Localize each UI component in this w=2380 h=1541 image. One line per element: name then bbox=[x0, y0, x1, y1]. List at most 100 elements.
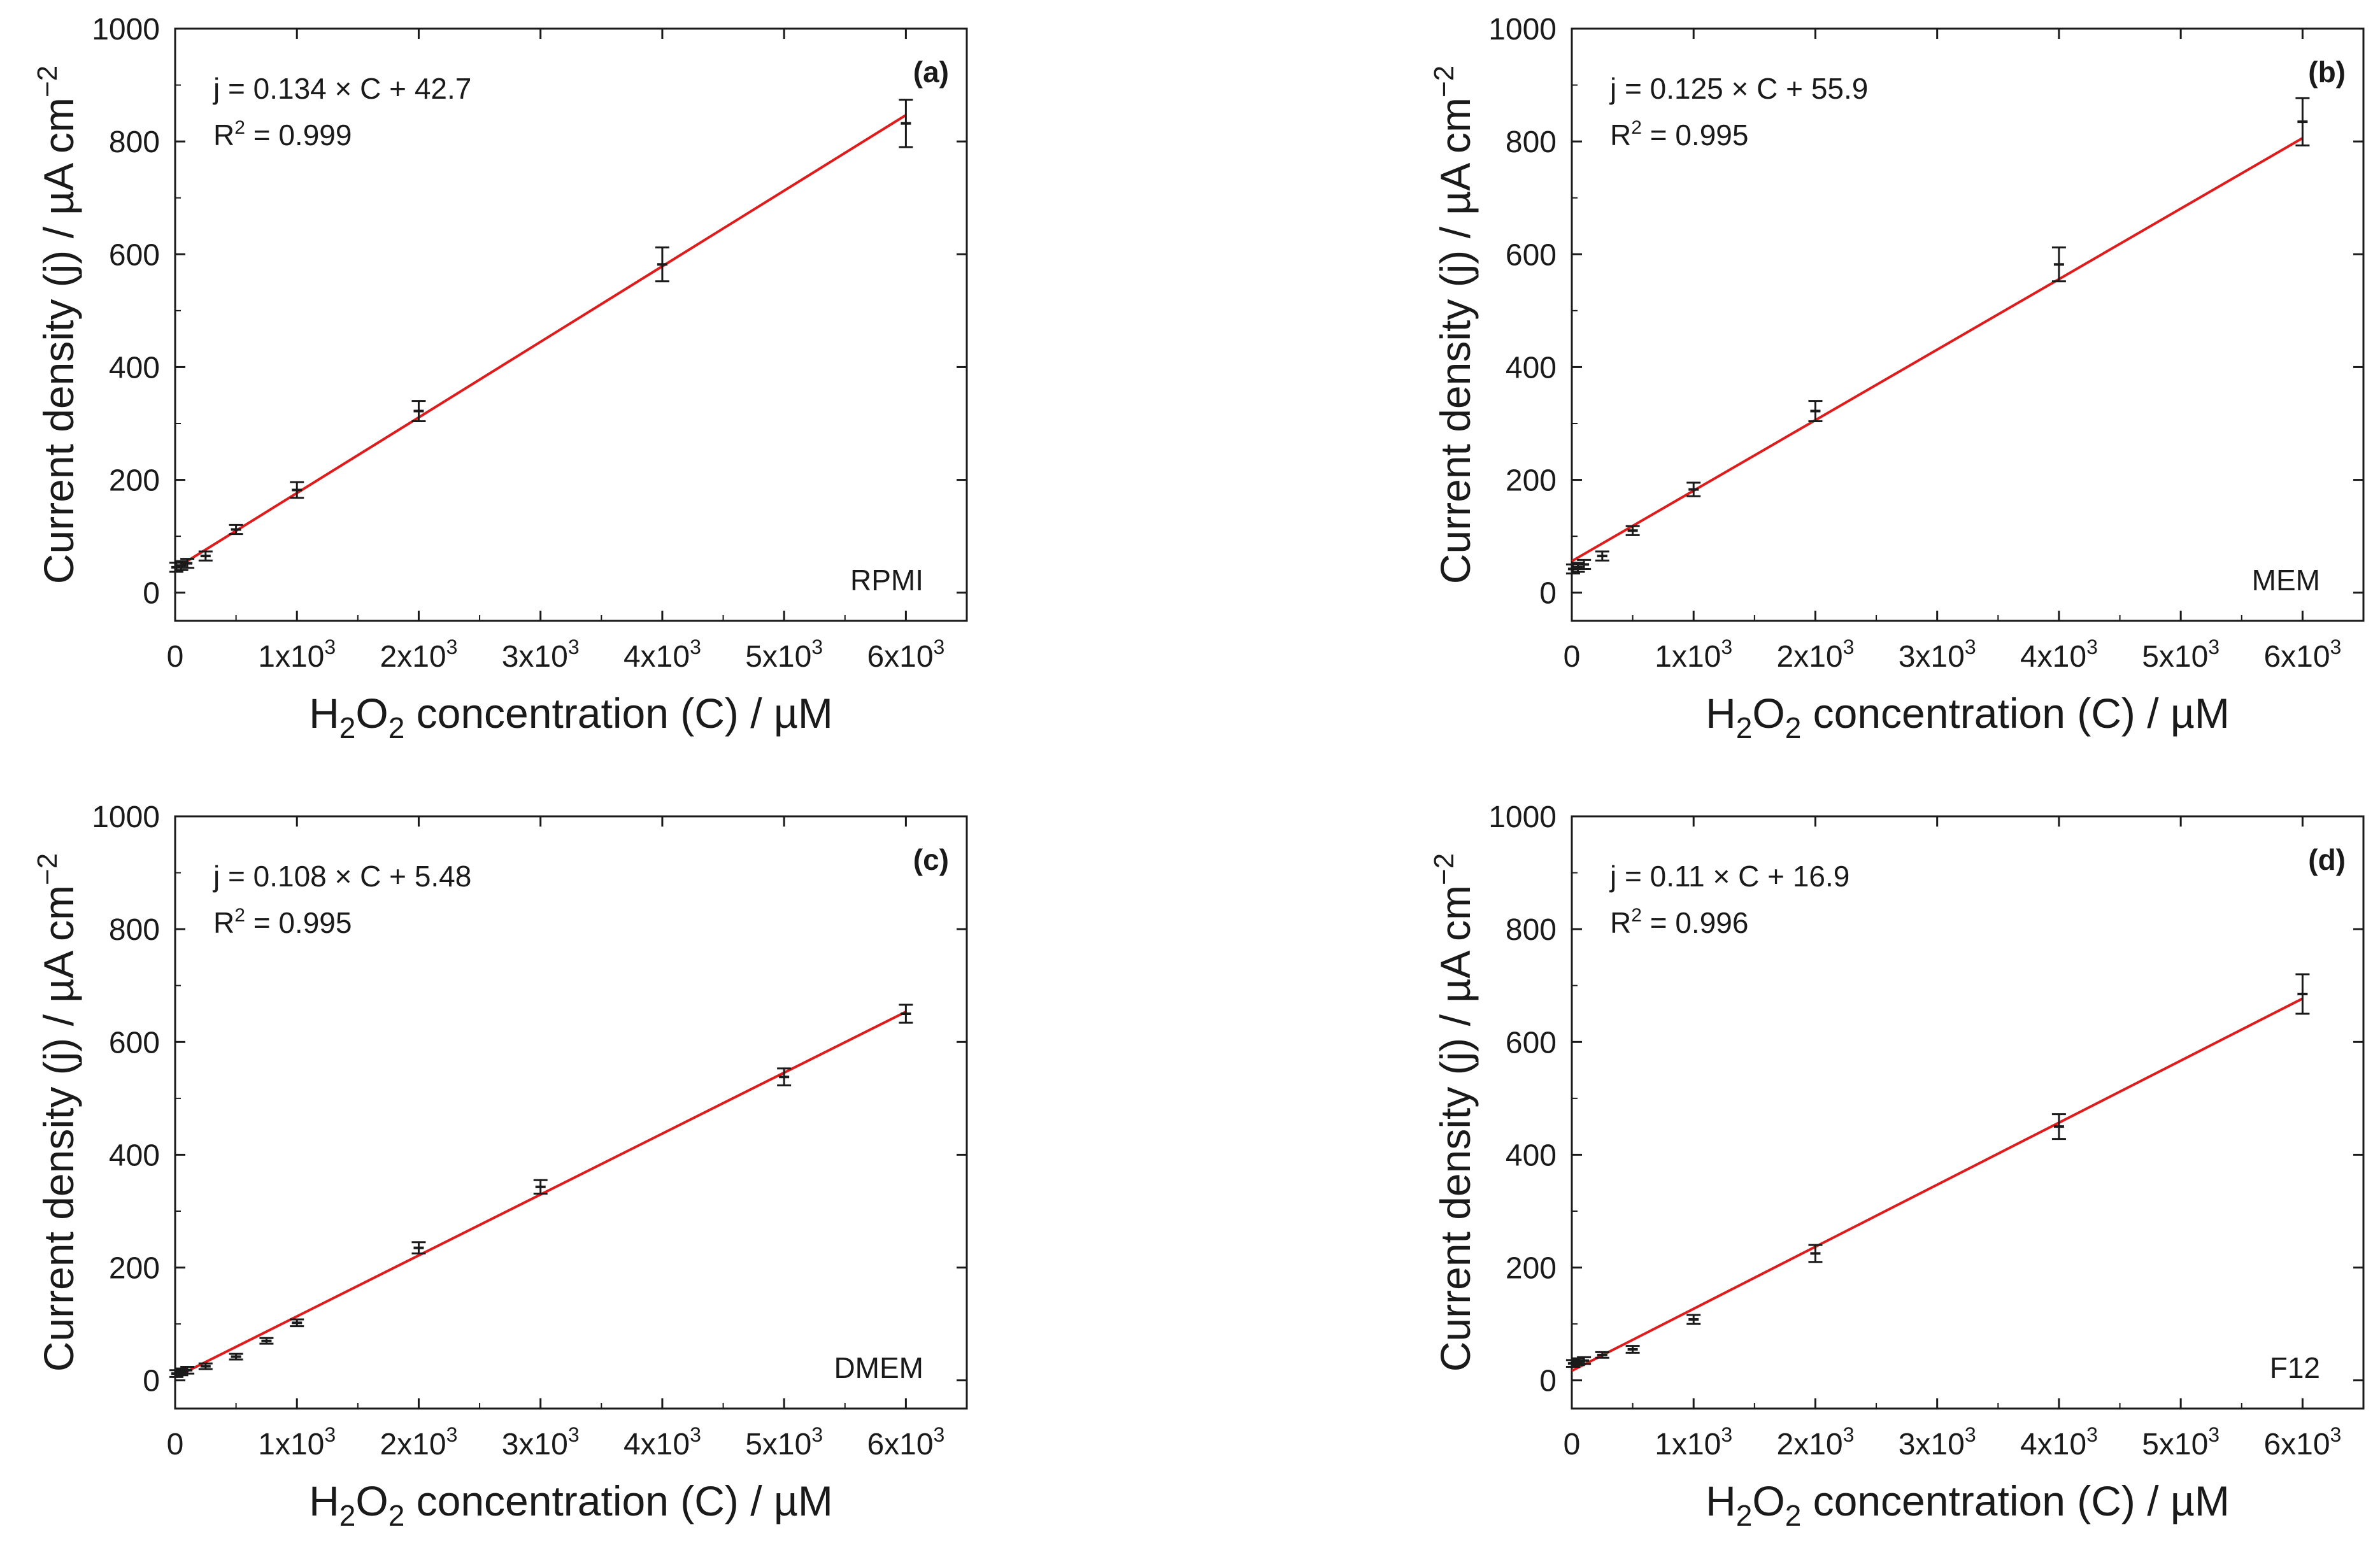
x-axis-title-subscript: 2 bbox=[388, 1499, 405, 1532]
x-tick-label: 1x103 bbox=[258, 636, 336, 674]
y-axis-title-exponent: −2 bbox=[32, 66, 63, 97]
panel-label: (b) bbox=[2308, 55, 2346, 89]
x-axis-title-part: O bbox=[355, 690, 388, 737]
x-tick-exponent: 3 bbox=[2208, 1423, 2220, 1446]
r-squared: R2 = 0.996 bbox=[1610, 905, 1748, 939]
r-squared-label: R bbox=[1610, 906, 1631, 939]
x-tick-label: 5x103 bbox=[745, 636, 823, 674]
chart-panel-a: 0 1x103 2x103 3x103 4x103 5x103 6x103020040060… bbox=[32, 13, 968, 744]
r-squared-label: R bbox=[1610, 118, 1631, 152]
fit-equation: j = 0.125 × C + 55.9 bbox=[1609, 72, 1868, 105]
x-tick-label: 3x103 bbox=[1899, 1423, 1976, 1461]
y-axis-title-exponent: −2 bbox=[32, 853, 63, 885]
x-tick-label: 2x103 bbox=[1777, 1423, 1855, 1461]
x-tick-label: 6x103 bbox=[2263, 1423, 2341, 1461]
y-tick-label: 600 bbox=[109, 238, 160, 272]
fit-equation: j = 0.134 × C + 42.7 bbox=[212, 72, 471, 105]
x-tick-exponent: 3 bbox=[1965, 636, 1976, 658]
y-axis-title: Current density (j) / µA cm−2 bbox=[1429, 853, 1479, 1372]
plot-frame bbox=[1571, 815, 2365, 1410]
x-tick-label: 0 bbox=[167, 640, 184, 674]
fit-line bbox=[1571, 997, 2304, 1372]
x-tick-label: 4x103 bbox=[624, 636, 701, 674]
x-tick-exponent: 3 bbox=[690, 1423, 701, 1446]
plot-frame bbox=[1571, 27, 2365, 622]
y-tick-label: 1000 bbox=[1488, 800, 1557, 834]
chart-panel-d: 0 1x103 2x103 3x103 4x103 5x103 6x103020040060… bbox=[1429, 800, 2365, 1532]
plot-frame bbox=[174, 27, 968, 622]
x-tick-label: 4x103 bbox=[624, 1423, 701, 1461]
x-tick-base: 1x10 bbox=[1655, 1428, 1721, 1461]
plot-frame bbox=[174, 815, 968, 1410]
x-tick-exponent: 3 bbox=[2208, 636, 2220, 658]
x-axis-title: H2O2 concentration (C) / µM bbox=[1706, 690, 2230, 744]
x-tick-exponent: 3 bbox=[324, 636, 336, 658]
x-tick-base: 0 bbox=[167, 640, 184, 674]
x-tick-base: 3x10 bbox=[502, 1428, 568, 1461]
x-axis-title-subscript: 2 bbox=[1785, 711, 1802, 744]
x-tick-base: 4x10 bbox=[2020, 1428, 2086, 1461]
y-tick-label: 1000 bbox=[92, 800, 160, 834]
x-tick-label: 2x103 bbox=[1777, 636, 1855, 674]
x-tick-base: 5x10 bbox=[745, 1428, 811, 1461]
r-squared-exponent: 2 bbox=[1631, 117, 1642, 138]
x-tick-exponent: 3 bbox=[1721, 636, 1732, 658]
x-tick-exponent: 3 bbox=[811, 1423, 823, 1446]
x-tick-exponent: 3 bbox=[934, 636, 945, 658]
y-tick-label: 400 bbox=[1506, 351, 1557, 385]
y-tick-label: 0 bbox=[143, 1365, 160, 1398]
y-tick-label: 800 bbox=[1506, 125, 1557, 159]
x-tick-label: 5x103 bbox=[2142, 636, 2220, 674]
r-squared-exponent: 2 bbox=[234, 905, 245, 926]
y-tick-label: 800 bbox=[109, 125, 160, 159]
x-tick-exponent: 3 bbox=[2086, 636, 2098, 658]
r-squared: R2 = 0.999 bbox=[213, 117, 352, 152]
x-axis-title-part: concentration (C) / µM bbox=[1801, 1477, 2230, 1524]
x-axis-title-part: concentration (C) / µM bbox=[404, 690, 833, 737]
x-tick-exponent: 3 bbox=[1843, 1423, 1855, 1446]
x-tick-exponent: 3 bbox=[2330, 636, 2342, 658]
x-axis-title-part: H bbox=[309, 1477, 339, 1524]
r-squared-label: R bbox=[213, 118, 234, 152]
panel-label: (d) bbox=[2308, 843, 2346, 876]
r-squared-value: = 0.995 bbox=[245, 906, 352, 939]
x-axis-title-part: concentration (C) / µM bbox=[404, 1477, 833, 1524]
x-tick-label: 6x103 bbox=[2263, 636, 2341, 674]
medium-label: RPMI bbox=[850, 564, 923, 597]
y-axis-title-exponent: −2 bbox=[1429, 853, 1460, 885]
x-tick-base: 1x10 bbox=[258, 640, 324, 674]
y-tick-label: 0 bbox=[1539, 577, 1557, 611]
x-tick-base: 2x10 bbox=[1777, 1428, 1843, 1461]
x-tick-base: 2x10 bbox=[380, 640, 446, 674]
x-tick-base: 3x10 bbox=[1899, 640, 1965, 674]
x-tick-exponent: 3 bbox=[568, 636, 580, 658]
x-tick-label: 2x103 bbox=[380, 1423, 458, 1461]
y-axis-title-exponent: −2 bbox=[1429, 66, 1460, 97]
r-squared-label: R bbox=[213, 906, 234, 939]
y-tick-label: 400 bbox=[109, 1139, 160, 1172]
y-tick-label: 1000 bbox=[92, 13, 160, 46]
x-tick-label: 4x103 bbox=[2020, 1423, 2098, 1461]
panel-label: (a) bbox=[913, 55, 949, 89]
y-axis-title-main: Current density (j) / µA cm bbox=[1432, 97, 1479, 584]
y-tick-label: 600 bbox=[1506, 1026, 1557, 1060]
chart-panel-c: 0 1x103 2x103 3x103 4x103 5x103 6x103020040060… bbox=[32, 800, 968, 1532]
x-axis-title-subscript: 2 bbox=[339, 1499, 356, 1532]
x-tick-exponent: 3 bbox=[324, 1423, 336, 1446]
x-tick-base: 1x10 bbox=[1655, 640, 1721, 674]
x-tick-label: 1x103 bbox=[1655, 636, 1732, 674]
r-squared: R2 = 0.995 bbox=[1610, 117, 1748, 152]
y-axis-title: Current density (j) / µA cm−2 bbox=[32, 853, 82, 1372]
x-tick-base: 5x10 bbox=[2142, 640, 2208, 674]
y-tick-label: 600 bbox=[1506, 238, 1557, 272]
y-tick-label: 1000 bbox=[1488, 13, 1557, 46]
fit-equation: j = 0.11 × C + 16.9 bbox=[1609, 860, 1849, 893]
x-axis-title-part: H bbox=[309, 690, 339, 737]
x-tick-exponent: 3 bbox=[1965, 1423, 1976, 1446]
x-axis-title-part: concentration (C) / µM bbox=[1801, 690, 2230, 737]
x-axis-title-part: O bbox=[1752, 690, 1785, 737]
x-axis-title: H2O2 concentration (C) / µM bbox=[309, 1477, 833, 1532]
x-tick-base: 3x10 bbox=[1899, 1428, 1965, 1461]
x-axis-title: H2O2 concentration (C) / µM bbox=[309, 690, 833, 744]
y-tick-label: 800 bbox=[1506, 913, 1557, 947]
